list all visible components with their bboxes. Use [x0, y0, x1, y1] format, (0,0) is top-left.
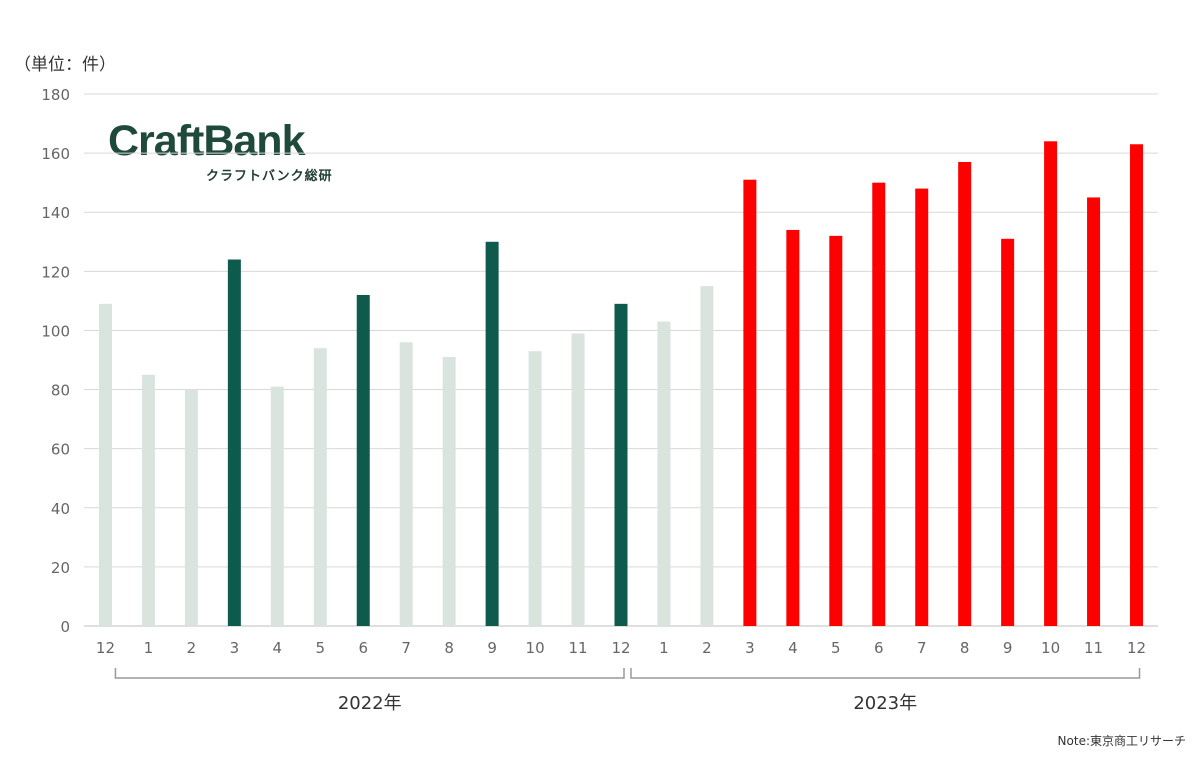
x-tick-label: 12 [96, 639, 115, 657]
x-tick-label: 8 [444, 639, 454, 657]
year-groups: 2022年 2023年 [114, 668, 1141, 714]
unit-label: （単位：件） [14, 55, 116, 75]
x-tick-label: 6 [358, 639, 368, 657]
x-tick-label: 1 [659, 639, 669, 657]
logo-main-text: CraftBank [108, 117, 305, 165]
bar [227, 259, 241, 626]
bar [1001, 238, 1015, 627]
y-tick-label: 20 [51, 559, 70, 577]
bar [958, 161, 972, 626]
bar [786, 229, 800, 626]
bar [399, 342, 413, 626]
x-tick-label: 12 [611, 639, 630, 657]
x-tick-labels: 12 1 2 3 4 5 6 7 8 9 10 11 12 1 2 3 4 5 6 7 8 9 10 11 12 [96, 639, 1146, 657]
year-label: 2023年 [853, 693, 917, 714]
bars [98, 141, 1144, 627]
y-tick-label: 100 [41, 322, 70, 340]
bar [700, 286, 714, 626]
bar [442, 357, 456, 626]
y-tick-label: 140 [41, 204, 70, 222]
bar [528, 351, 542, 626]
x-tick-label: 7 [401, 639, 411, 657]
y-tick-label: 80 [51, 382, 70, 400]
bar [1087, 197, 1101, 626]
year-label: 2022年 [338, 693, 402, 714]
bar [1130, 144, 1144, 626]
x-tick-label: 2 [702, 639, 712, 657]
bar [614, 303, 628, 626]
bar [98, 303, 112, 626]
bar [356, 294, 370, 626]
y-tick-label: 60 [51, 441, 70, 459]
y-tick-label: 0 [60, 618, 70, 636]
bar [141, 374, 155, 626]
y-tick-label: 160 [41, 145, 70, 163]
x-tick-label: 5 [831, 639, 841, 657]
bar [915, 188, 929, 627]
bar [270, 386, 284, 626]
x-tick-label: 11 [568, 639, 587, 657]
year-bracket [114, 668, 625, 679]
x-tick-label: 7 [917, 639, 927, 657]
bar [485, 241, 499, 626]
x-tick-label: 10 [526, 639, 545, 657]
x-tick-label: 4 [788, 639, 798, 657]
x-tick-label: 5 [316, 639, 326, 657]
bar [184, 389, 198, 626]
x-tick-label: 10 [1041, 639, 1060, 657]
x-tick-label: 12 [1127, 639, 1146, 657]
bar [872, 182, 886, 626]
x-tick-label: 11 [1084, 639, 1103, 657]
source-note: Note:東京商工リサーチ [1057, 734, 1186, 748]
bar [1044, 141, 1058, 627]
x-tick-label: 3 [745, 639, 755, 657]
bar [313, 348, 327, 626]
y-tick-labels: 0 20 40 60 80 100 120 140 160 180 [41, 86, 70, 636]
x-tick-label: 2 [187, 639, 197, 657]
bar [657, 321, 671, 626]
y-tick-label: 120 [41, 263, 70, 281]
bar [571, 333, 585, 626]
x-tick-label: 9 [487, 639, 497, 657]
x-tick-label: 8 [960, 639, 970, 657]
year-bracket [630, 668, 1141, 679]
x-tick-label: 1 [144, 639, 154, 657]
y-tick-label: 40 [51, 500, 70, 518]
x-tick-label: 6 [874, 639, 884, 657]
x-tick-label: 4 [273, 639, 283, 657]
logo-sub-text: クラフトバンク総研 [206, 169, 333, 184]
x-tick-label: 3 [230, 639, 240, 657]
y-tick-label: 180 [41, 86, 70, 104]
bar [829, 235, 843, 626]
x-tick-label: 9 [1003, 639, 1013, 657]
craftbank-logo: CraftBank クラフトバンク総研 [108, 117, 333, 185]
bar [743, 179, 757, 626]
